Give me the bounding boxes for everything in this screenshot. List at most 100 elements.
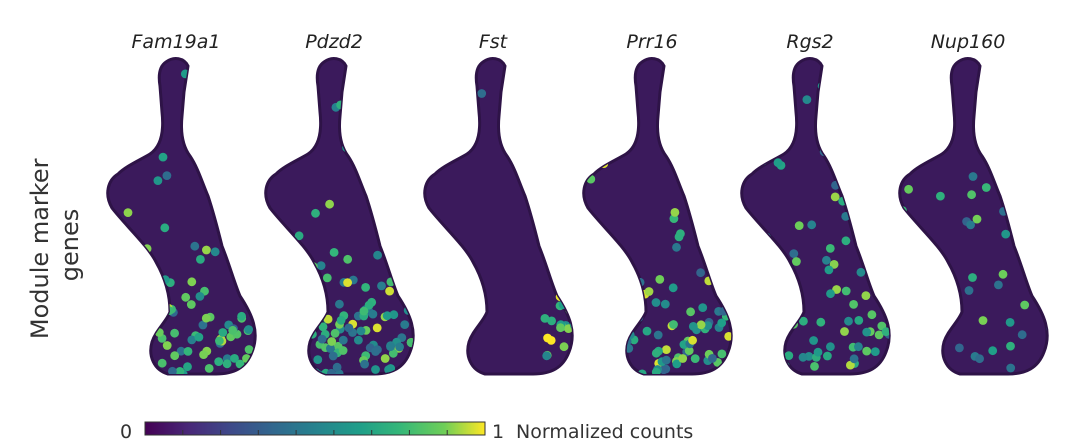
cell-point <box>684 346 694 355</box>
cell-point <box>802 95 812 104</box>
cell-point <box>789 249 799 258</box>
cell-point <box>250 303 256 313</box>
cell-point <box>741 343 750 353</box>
y-axis-label-line-2: genes <box>56 209 84 281</box>
cell-point <box>368 309 378 319</box>
cell-point <box>157 358 167 368</box>
colorbar-max-label: 1 <box>492 421 504 442</box>
panel-title: Fst <box>479 31 509 53</box>
cell-point <box>655 275 665 284</box>
cell-point <box>586 340 596 350</box>
cell-point <box>592 315 602 325</box>
cell-point <box>162 341 172 350</box>
cell-point <box>136 282 146 292</box>
cell-point <box>134 361 143 371</box>
panel-title: Nup160 <box>931 31 1006 53</box>
cell-point <box>908 300 918 310</box>
umap-embedding-shape <box>898 57 1049 376</box>
cell-point <box>127 341 137 351</box>
y-axis-label: Module marker genes <box>26 151 84 339</box>
umap-embedding-shape <box>106 57 257 376</box>
cell-point <box>366 78 375 88</box>
cell-point <box>115 320 125 330</box>
cell-point <box>653 330 663 340</box>
cell-point <box>988 346 998 356</box>
cell-point <box>150 305 160 315</box>
cell-point <box>874 330 884 340</box>
cell-point <box>186 300 196 309</box>
cell-point <box>275 246 284 256</box>
cell-point <box>311 310 320 320</box>
cell-point <box>244 325 253 334</box>
cell-point <box>904 230 914 240</box>
umap-panel-fam19a1: Fam19a1 <box>106 31 257 376</box>
cell-point <box>884 283 890 293</box>
cell-point <box>968 172 978 181</box>
cell-point <box>781 367 791 375</box>
colorbar-gradient <box>144 421 486 436</box>
cell-point <box>183 347 193 356</box>
cell-point <box>899 324 907 334</box>
cell-point <box>175 367 185 375</box>
cell-point <box>176 346 186 356</box>
cell-point <box>747 156 757 166</box>
cell-point <box>181 292 191 302</box>
cell-point <box>235 359 245 369</box>
cell-point <box>854 316 864 325</box>
cell-point <box>724 332 732 341</box>
cell-point <box>294 288 304 298</box>
cell-point <box>311 208 320 218</box>
cell-point <box>377 281 386 291</box>
cell-point <box>222 359 232 369</box>
cell-point <box>208 115 218 125</box>
cell-point <box>751 319 761 329</box>
cell-point <box>752 259 762 268</box>
cell-point <box>338 335 348 345</box>
cell-point <box>840 327 849 336</box>
cell-point <box>373 250 382 260</box>
cell-point <box>332 362 342 372</box>
colorbar-ticks <box>182 430 448 435</box>
cell-point <box>741 329 751 338</box>
cell-point <box>825 244 835 253</box>
cell-point <box>153 58 163 62</box>
cell-point <box>605 366 615 375</box>
cell-point <box>773 158 783 168</box>
cell-point <box>269 321 278 331</box>
cell-point <box>651 298 661 307</box>
cell-point <box>210 247 220 257</box>
umap-embedding-shape <box>740 57 891 376</box>
cell-point <box>265 365 274 375</box>
cell-point <box>327 337 337 346</box>
cell-point <box>409 205 414 214</box>
cell-point <box>810 362 819 371</box>
cell-point <box>975 354 984 364</box>
cell-point <box>936 191 945 201</box>
cell-point <box>884 106 890 116</box>
colorbar-min-label: 0 <box>120 421 132 442</box>
cell-point <box>856 267 866 277</box>
cell-point <box>731 285 740 294</box>
cell-point <box>295 341 305 351</box>
cell-point <box>244 345 254 354</box>
cell-point <box>611 343 621 353</box>
cell-point <box>313 355 323 364</box>
cell-point <box>338 346 348 355</box>
cell-point <box>170 328 179 338</box>
cell-point <box>600 330 609 340</box>
cell-point <box>294 296 304 306</box>
cell-point <box>602 322 612 332</box>
cell-point <box>809 336 818 345</box>
cell-point <box>824 265 834 275</box>
cell-point <box>295 282 305 292</box>
cell-point <box>401 292 410 302</box>
cell-point <box>904 325 914 334</box>
cell-point <box>412 366 414 375</box>
cell-point <box>128 363 138 373</box>
cell-point <box>866 182 875 192</box>
cell-point <box>322 273 332 283</box>
cell-point <box>998 269 1008 279</box>
cell-point <box>117 370 127 375</box>
cell-point <box>281 336 291 345</box>
cell-point <box>807 220 817 230</box>
